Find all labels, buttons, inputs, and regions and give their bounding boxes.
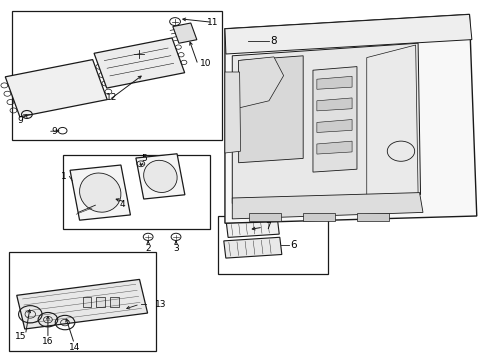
Text: 9: 9 bbox=[51, 127, 57, 136]
Bar bbox=[217, 216, 327, 274]
Polygon shape bbox=[366, 45, 417, 200]
Bar bbox=[9, 252, 155, 351]
Polygon shape bbox=[224, 14, 471, 54]
Bar bbox=[303, 213, 334, 221]
Polygon shape bbox=[316, 76, 351, 89]
Text: 15: 15 bbox=[15, 332, 26, 341]
Polygon shape bbox=[224, 72, 240, 153]
Polygon shape bbox=[238, 57, 283, 108]
Bar bbox=[82, 297, 91, 307]
Polygon shape bbox=[232, 43, 420, 203]
Polygon shape bbox=[232, 193, 422, 219]
Text: 11: 11 bbox=[206, 18, 218, 27]
Polygon shape bbox=[224, 237, 281, 258]
Polygon shape bbox=[172, 23, 197, 43]
Text: 13: 13 bbox=[154, 300, 166, 309]
Bar bbox=[12, 11, 222, 140]
Polygon shape bbox=[70, 165, 130, 220]
Text: 3: 3 bbox=[173, 244, 179, 253]
Bar bbox=[62, 155, 210, 229]
Polygon shape bbox=[316, 98, 351, 111]
Text: 10: 10 bbox=[199, 59, 211, 68]
Text: 16: 16 bbox=[42, 338, 54, 346]
Polygon shape bbox=[312, 67, 356, 172]
Text: 8: 8 bbox=[270, 36, 277, 46]
Polygon shape bbox=[226, 220, 279, 237]
Polygon shape bbox=[136, 154, 184, 199]
Bar bbox=[249, 213, 281, 221]
Polygon shape bbox=[17, 279, 147, 329]
Polygon shape bbox=[94, 38, 184, 88]
Polygon shape bbox=[316, 141, 351, 154]
Bar bbox=[356, 213, 388, 221]
Text: 7: 7 bbox=[264, 222, 270, 231]
Text: 14: 14 bbox=[68, 343, 80, 352]
Ellipse shape bbox=[143, 160, 177, 193]
Text: 1: 1 bbox=[61, 172, 66, 181]
Polygon shape bbox=[5, 60, 107, 117]
Text: 2: 2 bbox=[145, 244, 151, 253]
Text: 4: 4 bbox=[119, 199, 125, 209]
Polygon shape bbox=[316, 120, 351, 132]
Text: 6: 6 bbox=[289, 240, 296, 250]
Text: 12: 12 bbox=[105, 93, 117, 102]
Ellipse shape bbox=[80, 173, 121, 212]
Polygon shape bbox=[224, 14, 476, 223]
Text: 9: 9 bbox=[18, 116, 23, 125]
Bar bbox=[96, 297, 105, 307]
Text: 5: 5 bbox=[141, 154, 147, 163]
Polygon shape bbox=[238, 56, 303, 163]
Bar bbox=[110, 297, 119, 307]
